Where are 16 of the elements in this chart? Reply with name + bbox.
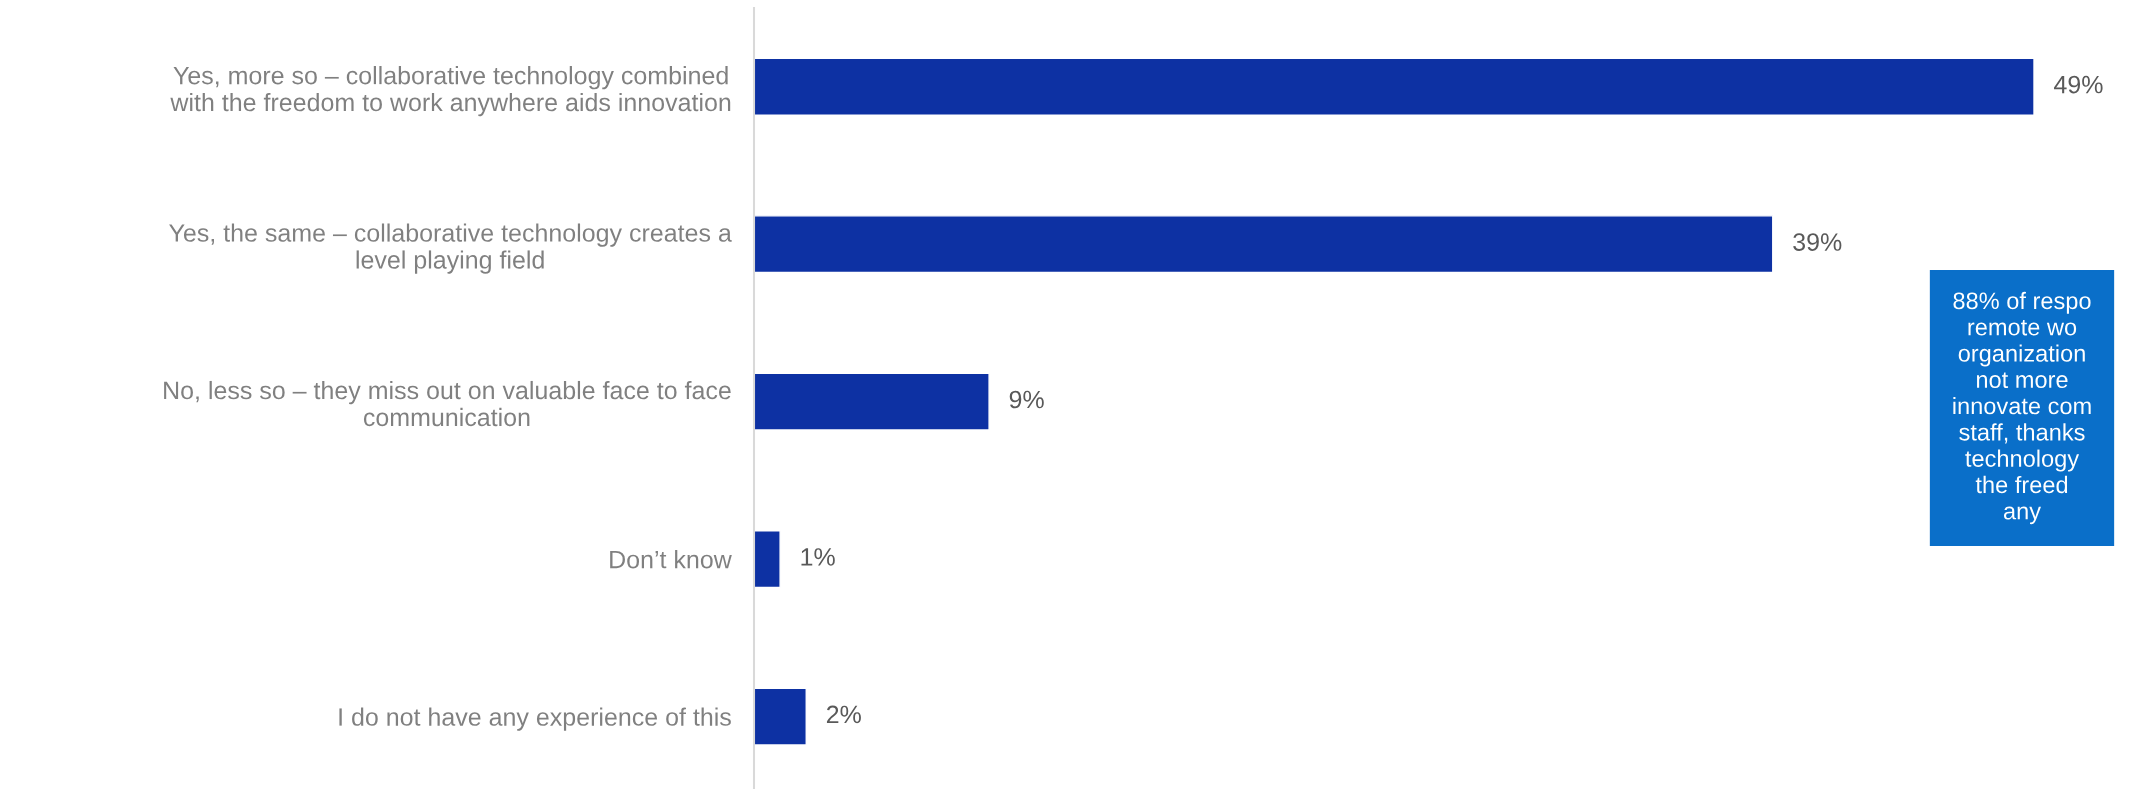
bar xyxy=(754,530,781,589)
data-label: 9% xyxy=(1009,390,1044,409)
data-label: 1% xyxy=(801,548,835,566)
text: 88% of respo remote wo organization not more innovate com staff, thanks technology the freed any xyxy=(1953,291,2091,525)
y-tick-label: Yes, more so – collaborative technology combined with the freedom to work anywhere aids innovation xyxy=(170,66,731,117)
y-tick-label: Don’t know xyxy=(610,550,732,569)
data-label: 49% xyxy=(2054,75,2103,94)
bar xyxy=(754,57,2035,116)
data-label: 2% xyxy=(826,705,861,724)
y-tick-label: Yes, the same – collaborative technology creates a level playing field xyxy=(169,223,732,274)
bar xyxy=(754,215,1774,274)
bar xyxy=(754,687,807,746)
y-tick-label: I do not have any experience of this xyxy=(339,707,731,731)
bar xyxy=(754,372,990,431)
y-tick-label: No, less so – they miss out on valuable face to face communication xyxy=(164,380,731,427)
data-label: 39% xyxy=(1793,233,1842,251)
